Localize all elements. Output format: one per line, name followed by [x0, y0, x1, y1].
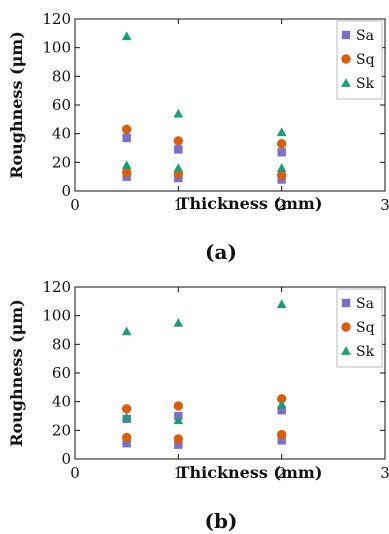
x-tick-label: 3: [380, 196, 389, 214]
data-point-sq: [276, 170, 287, 180]
y-tick-label: 60: [52, 96, 71, 114]
legend-marker-sa: [341, 298, 351, 308]
y-tick-label: 80: [52, 335, 71, 353]
data-point-sa: [277, 436, 286, 445]
data-point-sk: [276, 127, 287, 137]
data-point-sq: [276, 429, 287, 440]
x-tick-label: 0: [70, 464, 80, 482]
legend-label-sa: Sa: [356, 28, 374, 44]
legend-marker-sq: [341, 54, 351, 64]
x-tick-label: 2: [277, 196, 287, 214]
data-point-sq: [121, 124, 132, 135]
data-point-sa: [174, 440, 183, 449]
legend-label-sk: Sk: [356, 76, 375, 92]
legend-label-sq: Sq: [356, 52, 375, 68]
series-sa: [122, 133, 286, 184]
y-tick-label: 20: [52, 421, 71, 439]
y-tick-label: 100: [42, 39, 71, 57]
legend-marker-sa: [341, 30, 351, 40]
data-point-sq: [121, 167, 132, 178]
series-sq: [121, 394, 287, 444]
data-point-sk: [173, 108, 184, 118]
x-tick-label: 2: [277, 464, 287, 482]
y-tick-label: 120: [42, 10, 71, 28]
data-point-sk: [173, 318, 184, 327]
data-point-sq: [173, 401, 184, 411]
legend-marker-sk: [341, 78, 351, 87]
legend-marker-sk: [341, 346, 351, 355]
y-tick-label: 100: [42, 307, 71, 325]
x-tick-label: 1: [174, 196, 184, 214]
y-axis-label: Roughness (μm): [7, 299, 26, 447]
y-axis-label: Roughness (μm): [7, 31, 26, 179]
data-point-sq: [173, 434, 184, 444]
chart-a: 0 20 40 60 80 100 120 0 1 2 3 Thickness (mm) Roughne…: [7, 10, 389, 264]
y-tick-label: 40: [52, 125, 71, 143]
data-point-sk: [121, 31, 132, 41]
y-tick-label: 60: [52, 364, 71, 382]
data-point-sk: [173, 415, 184, 425]
data-point-sk: [121, 160, 132, 170]
series-sk: [121, 31, 287, 172]
legend: Sa Sq Sk: [336, 20, 383, 100]
x-tick-label: 3: [380, 464, 389, 482]
data-point-sa: [174, 145, 183, 154]
data-point-sq: [173, 136, 184, 146]
data-point-sk: [276, 299, 287, 309]
legend: Sa Sq Sk: [336, 288, 383, 368]
y-tick-label: 120: [42, 278, 71, 296]
y-tick-label: 0: [61, 182, 71, 200]
legend-label-sk: Sk: [356, 344, 375, 360]
data-point-sq: [276, 394, 287, 404]
legend-label-sq: Sq: [356, 320, 375, 336]
data-point-sk: [276, 163, 287, 172]
x-tick-label: 1: [174, 464, 184, 482]
data-point-sa: [122, 439, 131, 448]
panel-caption: (b): [205, 509, 238, 533]
data-point-sk: [276, 399, 287, 409]
y-tick-label: 0: [61, 450, 71, 468]
legend-label-sa: Sa: [356, 296, 374, 312]
series-sk: [121, 299, 287, 425]
x-tick-label: 0: [70, 196, 80, 214]
data-point-sa: [122, 133, 131, 143]
x-axis-label: Thickness (mm): [178, 463, 323, 482]
y-tick-label: 20: [52, 153, 71, 171]
data-point-sq: [121, 432, 132, 443]
y-tick-label: 40: [52, 393, 71, 411]
data-point-sa: [277, 406, 286, 415]
data-point-sq: [121, 404, 132, 414]
data-point-sk: [121, 412, 132, 422]
y-tick-label: 80: [52, 67, 71, 85]
data-point-sa: [277, 148, 286, 157]
legend-marker-sq: [341, 322, 351, 332]
data-point-sk: [121, 326, 132, 336]
series-sa: [122, 406, 286, 449]
x-axis-label: Thickness (mm): [178, 194, 323, 213]
data-point-sq: [276, 139, 287, 149]
series-sq: [121, 124, 287, 180]
data-point-sk: [173, 163, 184, 172]
panel-caption: (a): [205, 240, 237, 264]
chart-b: 0 20 40 60 80 100 120 0 1 2 3 Thickness (mm) Roughne…: [7, 278, 389, 533]
